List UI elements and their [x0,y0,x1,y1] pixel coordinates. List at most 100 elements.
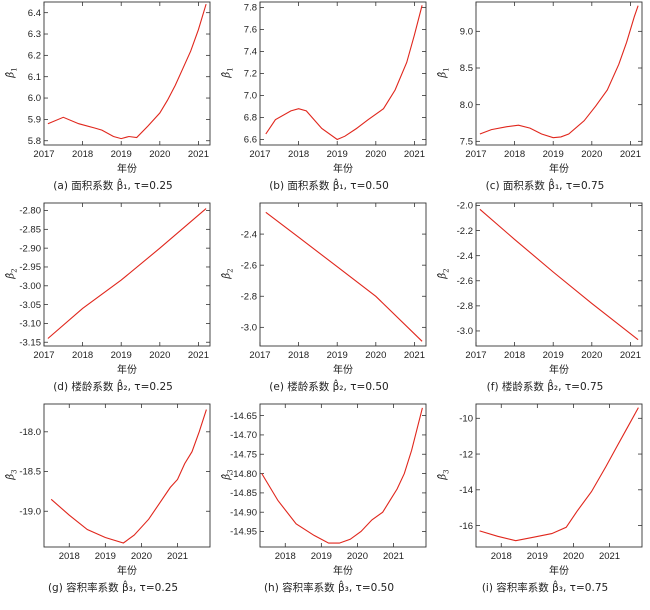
x-axis-label: 年份 [117,566,137,577]
y-tick: 6.0 [28,93,210,104]
y-tick-label: -2.90 [19,243,41,254]
x-tick: 2021 [404,2,425,160]
plot-frame [43,202,211,347]
y-tick-label: -2.8 [457,301,473,312]
x-tick-label: 2020 [149,350,170,361]
y-tick: -18.0 [19,427,210,438]
y-tick-label: -3.15 [19,337,41,348]
series-line [265,211,423,342]
y-tick: 7.6 [244,25,426,36]
y-tick-label: 7.6 [244,25,257,36]
x-tick-label: 2020 [563,551,584,562]
chart-svg-a: 2017 2018 2019 2020 2021 5.8 5.9 6.0 6.1 6.2 6.3 6.… [28,1,211,160]
y-tick: 6.6 [244,135,426,146]
y-axis-label: β̂2 [6,263,19,283]
y-tick-label: -3.10 [19,319,41,330]
x-tick: 2018 [288,2,309,160]
y-tick-label: 9.0 [460,27,473,38]
x-tick: 2021 [383,404,404,562]
x-tick: 2020 [581,2,602,160]
y-tick: -14.70 [230,430,426,441]
y-tick: -10 [459,414,642,425]
x-tick-label: 2020 [581,149,602,160]
y-tick: -3.05 [19,300,210,311]
series-line [479,407,639,542]
y-tick-label: 8.5 [460,63,473,74]
y-axis-label-symbol: β̂ [221,272,233,279]
y-tick: -2.8 [241,291,426,302]
y-tick: -2.90 [19,243,210,254]
x-tick-label: 2017 [465,149,486,160]
x-tick: 2019 [543,2,564,160]
y-axis-label-symbol: β̂ [437,272,449,279]
y-axis-label-subscript: 2 [442,267,451,273]
y-tick-label: -2.2 [457,226,473,237]
y-tick: -14.75 [230,449,426,460]
y-axis-label-symbol: β̂ [5,71,17,78]
y-axis-label-subscript: 1 [10,66,19,72]
x-tick-label: 2019 [95,551,116,562]
x-tick-label: 2019 [527,551,548,562]
y-tick-label: -2.0 [457,201,473,212]
x-tick-label: 2020 [131,551,152,562]
chart-panel-d: 2017 2018 2019 2020 2021 -3.15 -3.10 -3.05 -3.00… [0,201,216,402]
x-tick-label: 2019 [111,350,132,361]
chart-svg-i: 2018 2019 2020 2021 -16 -14 -12 -10 [459,403,643,562]
y-axis-label-subscript: 1 [226,66,235,72]
y-tick-label: -2.95 [19,262,41,273]
y-tick-label: -18.0 [19,427,41,438]
x-tick: 2019 [95,404,116,562]
y-tick-label: -18.5 [19,467,41,478]
plot-frame [475,403,643,548]
x-tick: 2017 [249,2,271,160]
chart-svg-d: 2017 2018 2019 2020 2021 -3.15 -3.10 -3.05 -3.00… [19,202,211,361]
x-tick: 2021 [620,2,641,160]
chart-panel-a: 2017 2018 2019 2020 2021 5.8 5.9 6.0 6.1 6.2 6.3 6.… [0,0,216,201]
x-tick-label: 2021 [188,350,209,361]
y-tick-label: 6.0 [28,93,41,104]
y-tick-label: -2.85 [19,225,41,236]
y-tick: -14 [459,485,642,496]
y-axis-label: β̂3 [438,464,451,484]
y-tick: -18.5 [19,467,210,478]
y-axis-label-subscript: 3 [442,468,451,474]
x-tick-label: 2020 [149,149,170,160]
x-axis-label: 年份 [549,566,569,577]
y-tick: 8.5 [460,63,642,74]
plot-frame [259,1,427,146]
x-tick-label: 2018 [491,551,512,562]
chart-panel-b: 2017 2018 2019 2020 2021 6.6 6.8 7.0 7.2 7.4 7.6 7.… [216,0,432,201]
y-tick-label: 6.8 [244,113,257,124]
y-tick-label: 7.0 [244,91,257,102]
x-tick-label: 2020 [365,149,386,160]
y-tick: -2.85 [19,225,210,236]
x-tick: 2020 [365,203,386,361]
y-axis-label-subscript: 2 [226,267,235,273]
y-tick: -16 [459,521,642,532]
x-tick: 2019 [111,2,132,160]
plot-frame [259,202,427,347]
x-tick: 2018 [491,404,512,562]
x-tick-label: 2018 [72,149,93,160]
x-tick: 2021 [188,2,209,160]
y-tick-label: 7.4 [244,47,257,58]
series-line [265,5,423,141]
chart-panel-f: 2017 2018 2019 2020 2021 -3.0 -2.8 -2.6 -2.4 -2.2… [432,201,648,402]
y-tick-label: 6.2 [28,51,41,62]
y-tick-label: 6.3 [28,29,41,40]
plot-frame [475,202,643,347]
x-tick: 2019 [311,404,332,562]
y-tick-label: -2.4 [457,251,473,262]
plot-frame [259,403,427,548]
y-tick: -19.0 [19,506,210,517]
y-tick: -2.6 [457,276,642,287]
y-tick-label: -14.75 [230,449,257,460]
chart-svg-c: 2017 2018 2019 2020 2021 7.5 8.0 8.5 9.0 [460,1,643,160]
y-axis-label-subscript: 3 [226,468,235,474]
y-axis-label-symbol: β̂ [5,473,17,480]
x-axis-label: 年份 [549,164,569,175]
y-tick-label: -12 [459,449,473,460]
x-tick-label: 2020 [365,350,386,361]
x-tick-label: 2021 [404,149,425,160]
x-tick-label: 2018 [59,551,80,562]
